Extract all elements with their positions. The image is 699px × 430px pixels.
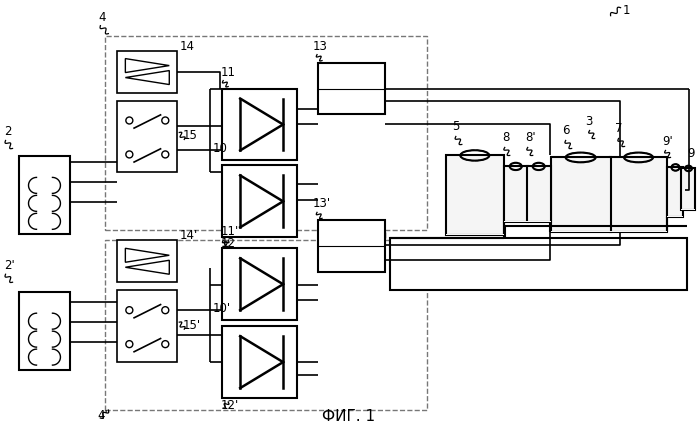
Bar — [318, 220, 385, 272]
Bar — [527, 221, 551, 222]
Bar — [504, 166, 528, 222]
Bar — [682, 209, 696, 210]
Text: 13: 13 — [313, 40, 328, 52]
Text: 5: 5 — [452, 120, 459, 133]
Bar — [222, 166, 297, 237]
Bar — [390, 238, 687, 290]
Text: 4': 4' — [97, 409, 108, 422]
Bar — [551, 231, 611, 232]
Text: 12: 12 — [220, 237, 235, 250]
Text: 11: 11 — [220, 65, 235, 79]
Text: 13': 13' — [313, 197, 331, 210]
Bar — [610, 157, 668, 232]
Bar — [222, 248, 297, 320]
Bar — [106, 36, 427, 230]
Bar — [551, 157, 611, 232]
Bar — [682, 169, 696, 210]
Text: 14': 14' — [179, 229, 198, 242]
Bar — [19, 157, 71, 234]
Text: 9': 9' — [663, 135, 673, 148]
Text: 10: 10 — [212, 142, 227, 155]
Text: 11': 11' — [220, 225, 238, 238]
Bar — [222, 326, 297, 398]
Text: 15: 15 — [182, 129, 197, 142]
Text: 3: 3 — [586, 116, 593, 129]
Bar — [117, 101, 178, 172]
Text: 2': 2' — [5, 259, 15, 272]
Text: 9: 9 — [687, 147, 695, 160]
Text: 2: 2 — [5, 126, 12, 138]
Text: 10': 10' — [212, 302, 231, 315]
Text: 1: 1 — [623, 3, 630, 17]
Bar — [222, 89, 297, 160]
Bar — [318, 63, 385, 114]
Bar — [610, 231, 668, 232]
Bar — [19, 292, 71, 370]
Bar — [527, 166, 551, 222]
Bar — [668, 167, 684, 217]
Text: 8: 8 — [502, 132, 509, 144]
Text: 6: 6 — [562, 124, 569, 138]
Text: 8': 8' — [526, 132, 536, 144]
Bar — [446, 155, 504, 235]
Text: 4: 4 — [99, 11, 106, 24]
Bar — [446, 234, 504, 235]
Bar — [668, 216, 684, 217]
Bar — [504, 221, 528, 222]
Text: 15': 15' — [182, 319, 201, 332]
Text: 12': 12' — [220, 399, 238, 412]
Bar — [117, 51, 178, 92]
Bar — [117, 240, 178, 282]
Text: 7: 7 — [614, 123, 622, 135]
Text: 14: 14 — [179, 40, 194, 52]
Text: ФИГ. 1: ФИГ. 1 — [322, 409, 375, 424]
Bar — [106, 240, 427, 410]
Bar — [117, 290, 178, 362]
